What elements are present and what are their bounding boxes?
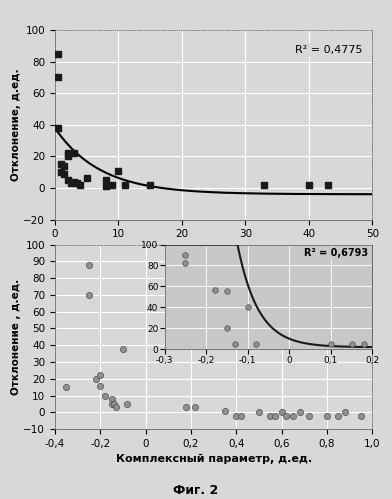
Text: R² = 0,4775: R² = 0,4775 xyxy=(296,45,363,55)
Point xyxy=(238,412,244,420)
Point xyxy=(342,408,348,416)
Point xyxy=(361,340,367,348)
Point xyxy=(109,395,115,403)
Point xyxy=(93,375,99,383)
Point xyxy=(58,168,64,176)
Point xyxy=(290,412,296,420)
Point xyxy=(324,412,330,420)
Point xyxy=(224,286,230,294)
Point xyxy=(77,181,83,189)
Point xyxy=(306,412,312,420)
Point xyxy=(182,251,189,259)
Point xyxy=(103,182,109,190)
Point xyxy=(58,160,64,168)
Point xyxy=(102,392,108,400)
Point xyxy=(222,407,228,415)
Point xyxy=(55,49,61,57)
Text: Фиг. 2: Фиг. 2 xyxy=(173,484,219,497)
X-axis label: Комплексный параметр, д.ед.: Комплексный параметр, д.ед. xyxy=(116,455,312,465)
Point xyxy=(86,291,92,299)
Point xyxy=(147,181,153,189)
Point xyxy=(306,181,312,189)
Point xyxy=(256,408,262,416)
Point xyxy=(97,382,103,390)
Point xyxy=(272,412,278,420)
Point xyxy=(63,383,69,391)
Point xyxy=(55,124,61,132)
Point xyxy=(325,181,331,189)
Point xyxy=(283,412,289,420)
Point xyxy=(86,260,92,268)
Text: R² = 0,6793: R² = 0,6793 xyxy=(304,248,368,257)
Point xyxy=(115,167,122,175)
Point xyxy=(71,149,77,157)
Point xyxy=(61,162,67,170)
Point xyxy=(224,324,230,332)
Point xyxy=(74,179,80,187)
Point xyxy=(183,403,190,411)
Point xyxy=(97,371,103,379)
Point xyxy=(64,152,71,160)
Point xyxy=(261,181,268,189)
Point xyxy=(297,408,303,416)
Point xyxy=(328,340,334,348)
Y-axis label: Отклонение , д.ед.: Отклонение , д.ед. xyxy=(11,279,20,395)
Point xyxy=(109,181,115,189)
Point xyxy=(348,340,355,348)
Point xyxy=(103,176,109,184)
Point xyxy=(253,340,259,348)
Point xyxy=(83,175,90,183)
Point xyxy=(111,400,117,408)
Point xyxy=(120,345,126,353)
Point xyxy=(267,412,274,420)
Point xyxy=(182,259,189,267)
Point xyxy=(192,403,199,411)
Point xyxy=(113,403,119,411)
Point xyxy=(122,181,128,189)
Point xyxy=(55,73,61,81)
X-axis label: Проводимость, мД*м: Проводимость, мД*м xyxy=(146,245,281,255)
Point xyxy=(64,149,71,157)
Y-axis label: Отклонение, д.ед.: Отклонение, д.ед. xyxy=(11,68,20,181)
Point xyxy=(71,178,77,186)
Point xyxy=(232,340,238,348)
Point xyxy=(67,179,74,187)
Point xyxy=(358,412,364,420)
Point xyxy=(279,408,285,416)
Point xyxy=(245,303,251,311)
Point xyxy=(335,412,341,420)
Point xyxy=(61,170,67,178)
Point xyxy=(109,400,115,408)
Point xyxy=(124,400,131,408)
Point xyxy=(233,412,240,420)
Point xyxy=(211,285,218,293)
Point xyxy=(64,176,71,184)
